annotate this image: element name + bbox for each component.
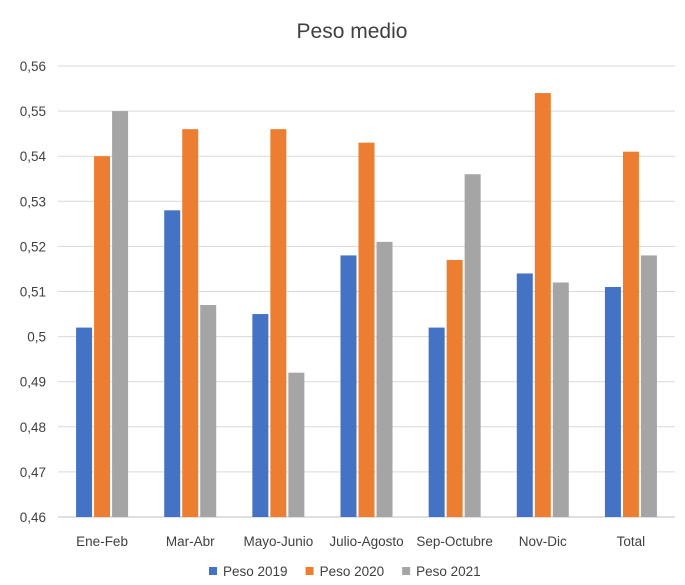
legend: Peso 2019 Peso 2020 Peso 2021 (209, 564, 481, 579)
bars (76, 93, 657, 518)
x-tick-label: Total (617, 534, 646, 549)
bar-peso-2021-sep-octubre (464, 174, 481, 518)
bar-peso-2019-nov-dic (516, 273, 533, 517)
x-tick-label: Nov-Dic (519, 534, 567, 549)
legend-label: Peso 2019 (223, 564, 288, 579)
y-tick-label: 0,47 (20, 465, 46, 480)
legend-label: Peso 2021 (416, 564, 481, 579)
bar-peso-2019-total (604, 286, 621, 517)
y-tick-label: 0,56 (20, 59, 46, 74)
y-tick-label: 0,48 (20, 420, 46, 435)
y-tick-label: 0,49 (20, 375, 46, 390)
y-tick-label: 0,51 (20, 285, 46, 300)
legend-swatch (209, 567, 217, 575)
x-tick-label: Mayo-Junio (243, 534, 313, 549)
x-axis-tick-labels: Ene-Feb Mar-Abr Mayo-Junio Julio-Agosto Sep-… (76, 534, 645, 549)
legend-label: Peso 2020 (320, 564, 385, 579)
y-tick-label: 0,54 (20, 149, 47, 164)
chart-title: Peso medio (297, 20, 408, 43)
bar-peso-2020-mar-abr (182, 129, 199, 517)
y-tick-label: 0,55 (20, 104, 46, 119)
bar-peso-2020-julio-agosto (358, 142, 375, 518)
y-tick-label: 0,52 (20, 239, 46, 254)
bar-peso-2021-mayo-junio (288, 372, 305, 517)
bar-peso-2020-sep-octubre (446, 259, 463, 517)
bar-peso-2021-mar-abr (200, 305, 217, 517)
bar-peso-2021-ene-feb (112, 111, 129, 517)
bar-peso-2020-total (622, 151, 639, 517)
y-tick-label: 0,46 (20, 510, 46, 525)
bar-peso-2019-sep-octubre (428, 327, 445, 517)
bar-peso-2021-nov-dic (552, 282, 569, 517)
x-tick-label: Ene-Feb (76, 534, 128, 549)
legend-swatch (305, 567, 314, 575)
y-axis-tick-labels: 0,46 0,47 0,48 0,49 0,5 0,51 0,52 0,53 0,54 0,55 0… (20, 59, 47, 525)
bar-peso-2020-mayo-junio (270, 129, 287, 517)
bar-peso-2019-ene-feb (76, 327, 93, 517)
x-tick-label: Sep-Octubre (416, 534, 493, 549)
bar-peso-2021-total (640, 255, 657, 518)
y-tick-label: 0,5 (27, 330, 46, 345)
x-tick-label: Mar-Abr (166, 534, 215, 549)
bar-peso-2019-mayo-junio (252, 314, 269, 517)
legend-swatch (402, 567, 411, 575)
bar-peso-2020-ene-feb (94, 156, 111, 517)
bar-peso-2020-nov-dic (534, 93, 551, 517)
y-tick-label: 0,53 (20, 194, 46, 209)
x-tick-label: Julio-Agosto (329, 534, 403, 549)
bar-peso-2021-julio-agosto (376, 241, 393, 517)
bar-peso-2019-julio-agosto (340, 255, 357, 518)
bar-peso-2019-mar-abr (164, 210, 181, 517)
